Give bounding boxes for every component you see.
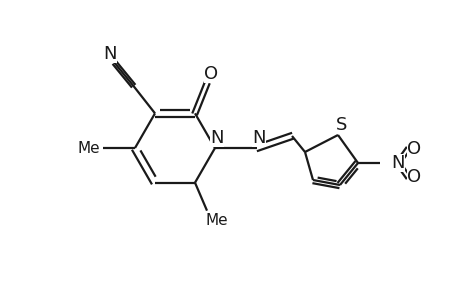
Text: O: O xyxy=(406,140,420,158)
Text: N: N xyxy=(103,45,117,63)
Text: O: O xyxy=(203,65,218,83)
Text: Me: Me xyxy=(78,140,100,155)
Text: N: N xyxy=(252,129,265,147)
Text: S: S xyxy=(336,116,347,134)
Text: N: N xyxy=(210,129,223,147)
Text: N: N xyxy=(391,154,404,172)
Text: Me: Me xyxy=(205,213,228,228)
Text: O: O xyxy=(406,168,420,186)
